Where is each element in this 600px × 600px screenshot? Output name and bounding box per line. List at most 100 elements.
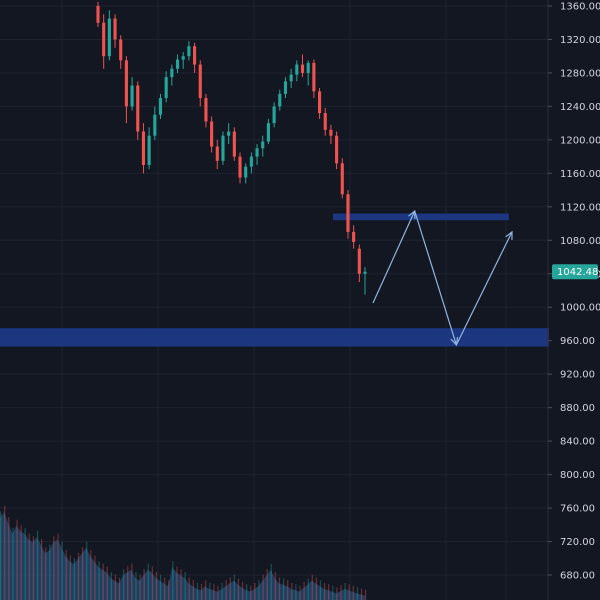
volume-bar: [82, 547, 84, 600]
volume-bar: [200, 584, 203, 600]
candle[interactable]: [96, 1, 100, 27]
candle-body: [340, 163, 344, 195]
projection-arrowhead: [408, 209, 416, 220]
volume-bar: [287, 580, 289, 600]
candle[interactable]: [357, 244, 361, 283]
volume-bar: [205, 580, 207, 600]
volume-bar: [127, 566, 129, 600]
candle[interactable]: [255, 144, 259, 165]
candle[interactable]: [181, 52, 185, 69]
candle[interactable]: [113, 14, 117, 48]
candle-body: [102, 22, 106, 57]
candle[interactable]: [136, 81, 140, 140]
candle[interactable]: [312, 59, 316, 99]
candle-body: [352, 231, 356, 242]
candle[interactable]: [238, 152, 242, 184]
candle[interactable]: [215, 139, 219, 170]
candle[interactable]: [124, 56, 128, 124]
candle[interactable]: [187, 41, 191, 61]
candle[interactable]: [102, 14, 106, 69]
volume-bar: [77, 552, 80, 600]
candle[interactable]: [335, 131, 339, 170]
candle-body: [255, 148, 259, 157]
candle-body: [141, 131, 146, 165]
candle-body: [249, 156, 253, 167]
candle-body: [289, 74, 293, 82]
resistance-zone[interactable]: [333, 213, 509, 221]
candle[interactable]: [329, 124, 333, 145]
candles[interactable]: [96, 1, 367, 295]
candle[interactable]: [244, 163, 248, 184]
candle[interactable]: [221, 131, 225, 165]
candle[interactable]: [300, 54, 305, 78]
candle[interactable]: [306, 60, 310, 86]
candle[interactable]: [158, 93, 163, 119]
candle-body: [170, 68, 174, 78]
y-tick-label: 1240.00: [560, 102, 600, 113]
candle[interactable]: [352, 225, 356, 249]
y-tick-label: 760.00: [560, 504, 595, 515]
candle-body: [266, 123, 270, 142]
y-tick-label: 840.00: [560, 437, 595, 448]
candle-body: [238, 156, 242, 178]
candle[interactable]: [346, 190, 350, 239]
candle-body: [96, 6, 100, 23]
projection-arrowhead: [505, 230, 513, 240]
price-axis[interactable]: 1360.00 1320.00 1280.00 1240.00 1200.00 1160.…: [547, 0, 600, 600]
volume-bar: [65, 550, 67, 600]
candle[interactable]: [272, 102, 276, 128]
support-zone[interactable]: [0, 328, 549, 347]
candle[interactable]: [363, 267, 367, 295]
candle[interactable]: [266, 118, 270, 145]
candle[interactable]: [289, 68, 293, 89]
candle[interactable]: [323, 108, 327, 136]
candle[interactable]: [340, 158, 344, 199]
candle[interactable]: [193, 42, 197, 73]
candle[interactable]: [204, 93, 208, 128]
candle[interactable]: [317, 88, 322, 119]
candle[interactable]: [130, 77, 134, 111]
candle-body: [363, 271, 367, 274]
volume-bar: [98, 561, 100, 600]
candle-body: [193, 46, 197, 65]
projection-arrows: [372, 209, 513, 347]
candle-body: [153, 114, 157, 136]
volume-bar: [250, 585, 252, 600]
volume-bar: [258, 580, 260, 600]
candle[interactable]: [141, 123, 146, 174]
y-tick-label: 720.00: [560, 537, 595, 548]
volume-bar: [184, 572, 186, 600]
volume-bar: [73, 558, 76, 600]
volume-bar: [291, 583, 293, 600]
candle[interactable]: [153, 106, 157, 140]
candle[interactable]: [164, 71, 168, 103]
candle[interactable]: [210, 116, 214, 153]
candle-body: [232, 131, 236, 157]
y-tick-label: 1360.00: [560, 2, 600, 13]
candle[interactable]: [198, 60, 202, 107]
candle[interactable]: [295, 60, 299, 82]
candle[interactable]: [232, 127, 236, 161]
volume-bar: [266, 569, 268, 600]
volume-bar: [12, 528, 14, 600]
volume-bar: [225, 580, 227, 600]
candle[interactable]: [227, 123, 231, 145]
candle[interactable]: [170, 64, 174, 86]
candle[interactable]: [283, 77, 288, 99]
candle[interactable]: [107, 10, 111, 61]
volume-bar: [315, 577, 317, 600]
volume-bar: [246, 584, 248, 600]
volume-bar: [282, 578, 285, 600]
candle[interactable]: [175, 54, 180, 73]
candle[interactable]: [147, 127, 151, 170]
candle-body: [300, 64, 305, 73]
candle-body: [261, 141, 265, 149]
candle[interactable]: [249, 152, 253, 174]
candle[interactable]: [278, 89, 282, 111]
candle[interactable]: [119, 35, 123, 69]
candle[interactable]: [261, 135, 265, 157]
volume-bar: [143, 569, 145, 600]
